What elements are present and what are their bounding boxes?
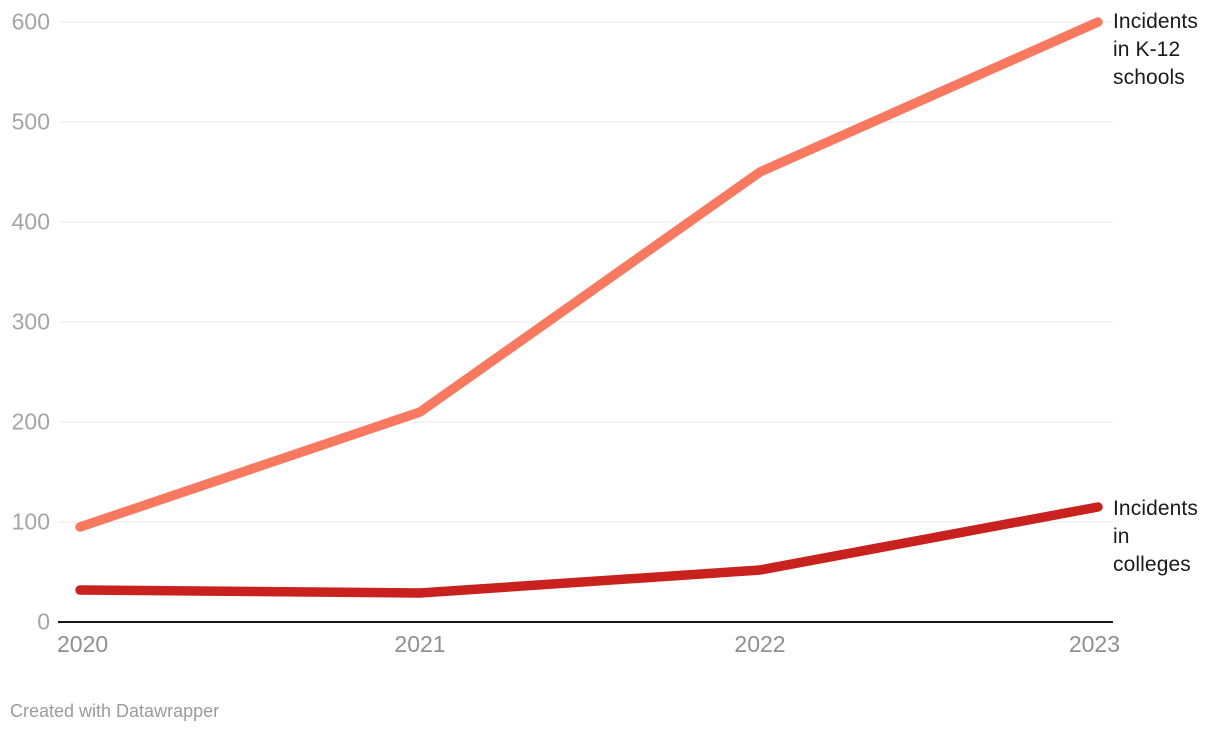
- x-tick-label: 2023: [1069, 631, 1120, 657]
- y-tick-label: 100: [12, 509, 50, 535]
- series-line-k12: [75, 17, 1103, 532]
- y-tick-label: 600: [12, 9, 50, 35]
- x-tick-label: 2020: [57, 631, 108, 657]
- x-tick-label: 2021: [394, 631, 445, 657]
- y-tick-label: 200: [12, 409, 50, 435]
- y-tick-label: 300: [12, 309, 50, 335]
- y-tick-label: 400: [12, 209, 50, 235]
- y-tick-label: 500: [12, 109, 50, 135]
- series-label-colleges: Incidents in colleges: [1113, 497, 1198, 576]
- datawrapper-credit-link[interactable]: Created with Datawrapper: [10, 701, 220, 721]
- series-label-k12: Incidents in K-12 schools: [1113, 10, 1198, 89]
- y-tick-label: 0: [37, 609, 50, 635]
- series-line-colleges: [75, 502, 1103, 598]
- x-tick-label: 2022: [734, 631, 785, 657]
